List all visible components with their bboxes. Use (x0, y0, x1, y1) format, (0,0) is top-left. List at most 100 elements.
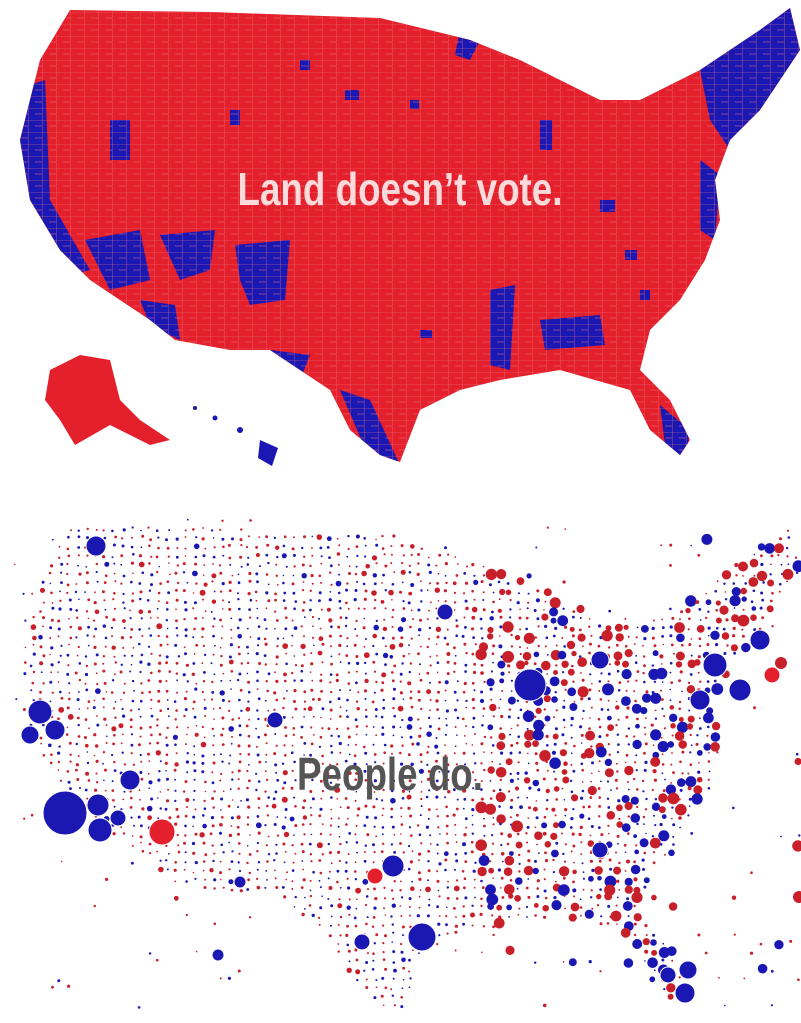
dot (31, 681, 35, 685)
dot (174, 861, 177, 864)
dot (318, 745, 321, 749)
dot (275, 744, 278, 747)
dot (392, 636, 395, 640)
dot (93, 645, 97, 650)
dot (465, 651, 468, 655)
dot (428, 626, 432, 630)
dot (562, 607, 565, 610)
dot (48, 571, 52, 575)
dot (327, 842, 330, 846)
dot (435, 626, 442, 632)
dot (75, 583, 78, 585)
dot (321, 762, 324, 765)
dot (384, 645, 387, 648)
dot (227, 976, 231, 980)
dot (552, 858, 555, 862)
dot (487, 626, 494, 634)
dot (256, 688, 259, 690)
dot (643, 637, 647, 641)
dot (503, 867, 513, 876)
dot (348, 898, 351, 901)
dot (645, 934, 648, 937)
dot (633, 834, 637, 838)
dot (707, 610, 710, 613)
dot (492, 661, 494, 664)
dot (455, 807, 459, 811)
dot (427, 817, 430, 820)
dot (146, 805, 153, 812)
dot (347, 949, 351, 953)
dot (417, 690, 421, 694)
dot (402, 966, 406, 970)
dot (408, 986, 411, 989)
dot (463, 735, 466, 737)
dot (572, 869, 577, 875)
dot (83, 736, 87, 739)
dot (753, 706, 756, 710)
dot (310, 726, 313, 729)
dot (645, 690, 649, 694)
dot (129, 609, 132, 612)
dot (455, 859, 459, 863)
dot (471, 808, 475, 812)
dot (588, 618, 591, 620)
dot (545, 788, 550, 794)
dot (471, 652, 475, 656)
dot (561, 832, 563, 835)
dot (562, 876, 566, 880)
dot (302, 868, 305, 871)
dot (689, 805, 691, 807)
dot (489, 616, 494, 621)
dot (77, 564, 79, 567)
dot (165, 753, 169, 756)
dot (504, 884, 515, 895)
dot (669, 699, 672, 702)
dot (148, 787, 150, 789)
dot (587, 817, 591, 820)
dot (373, 607, 376, 610)
dot (121, 733, 124, 736)
dot (212, 744, 215, 747)
dot (294, 824, 298, 828)
dot (674, 622, 685, 633)
dot (466, 565, 468, 568)
dot (365, 815, 369, 819)
dot (176, 726, 179, 729)
dot (543, 889, 547, 893)
dot (155, 750, 161, 756)
dot (480, 742, 484, 746)
dot (443, 636, 447, 640)
dot (137, 815, 141, 819)
dot (366, 916, 369, 919)
dot (138, 708, 140, 711)
dot (113, 562, 116, 565)
dot (159, 709, 162, 712)
dot (390, 553, 393, 556)
dot (265, 535, 268, 539)
dot (480, 627, 483, 630)
dot (255, 546, 258, 549)
dot (165, 770, 167, 772)
dot (661, 814, 667, 819)
dot (652, 650, 659, 657)
dot (166, 699, 169, 701)
dot (748, 577, 759, 587)
dot (454, 834, 457, 836)
dot (300, 625, 303, 628)
dot (489, 780, 492, 782)
dot (321, 642, 325, 646)
dot (329, 824, 332, 827)
dot (471, 697, 475, 702)
dot (426, 731, 432, 737)
bubble (85, 535, 107, 557)
dot (578, 655, 582, 658)
dot (499, 727, 503, 730)
dot (499, 698, 502, 701)
dot (691, 793, 703, 805)
dot (426, 671, 430, 675)
dot (165, 661, 169, 665)
dot (437, 690, 440, 694)
dot (320, 555, 323, 558)
dot (525, 627, 528, 631)
dot (311, 772, 314, 775)
